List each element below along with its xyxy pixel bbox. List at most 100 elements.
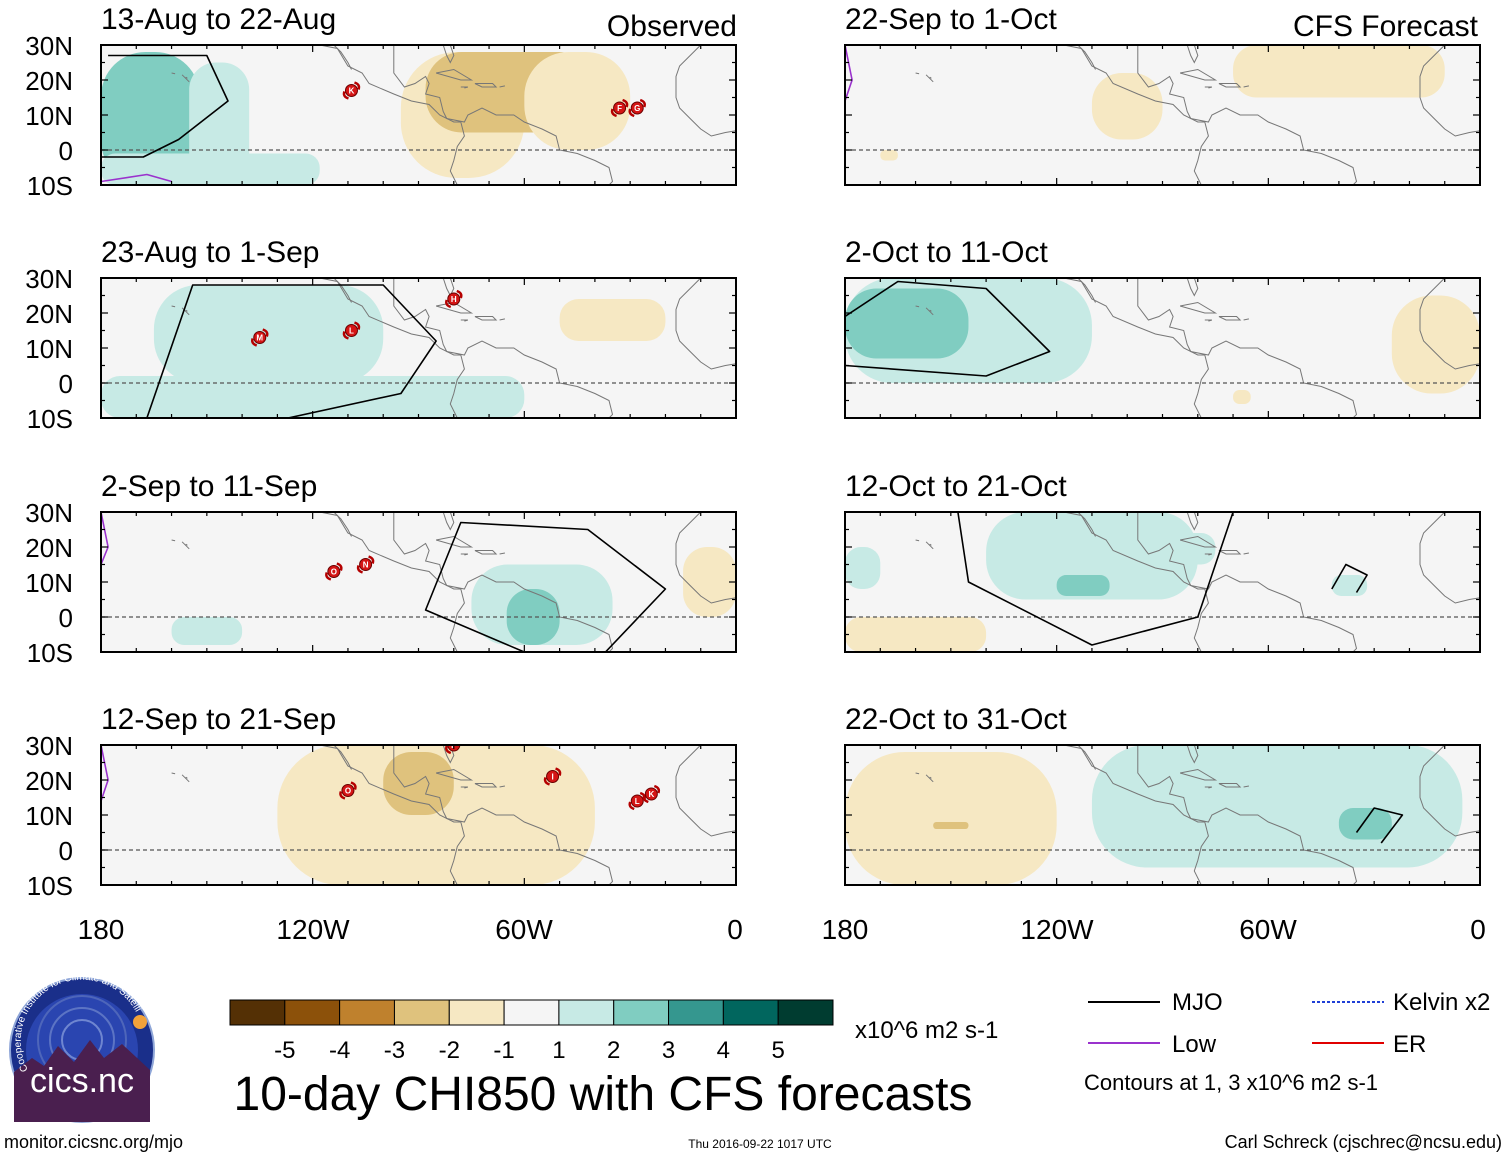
anomaly-region: [1233, 390, 1251, 404]
panel-period-title: 22-Sep to 1-Oct: [845, 3, 1057, 36]
coastline: [1204, 319, 1213, 322]
coastline: [1419, 278, 1480, 370]
anomaly-region: [171, 617, 243, 645]
colorbar-swatch: [393, 999, 450, 1026]
lat-label: 10S: [27, 171, 73, 201]
storm-marker: F: [610, 98, 629, 118]
storm-label: H: [451, 295, 457, 304]
panel-period-title: 23-Aug to 1-Sep: [101, 236, 319, 269]
anomaly-region: [506, 589, 560, 645]
colorbar-units: x10^6 m2 s-1: [855, 1017, 998, 1044]
contour-mjo: [146, 284, 437, 418]
coastline: [675, 45, 736, 137]
colorbar-tick-label: -5: [274, 1037, 295, 1064]
panel-right-1: 22-Sep to 1-Oct: [844, 3, 1481, 186]
colorbar-tick-label: 1: [552, 1037, 565, 1064]
contour-low: [101, 512, 109, 565]
contour-low: [101, 745, 109, 802]
legend-kelvin-label: Kelvin x2: [1393, 989, 1490, 1016]
coastline: [499, 318, 506, 321]
lon-label-120w-right: 120W: [1020, 914, 1094, 945]
coastline: [1063, 512, 1209, 652]
coastline: [1186, 45, 1199, 64]
storm-marker: G: [628, 98, 646, 118]
lon-label-180-left: 180: [78, 914, 125, 945]
colorbar-tick-label: 5: [772, 1037, 785, 1064]
contours-note: Contours at 1, 3 x10^6 m2 s-1: [1084, 1070, 1378, 1095]
coastline: [333, 745, 352, 770]
coastline: [1243, 318, 1250, 321]
lat-label: 0: [59, 369, 73, 399]
colorbar-swatch: [668, 999, 724, 1026]
coastline: [1218, 783, 1242, 788]
coastline: [460, 86, 469, 89]
coastline: [1137, 278, 1358, 418]
coastline: [929, 309, 932, 312]
coastline: [499, 85, 506, 88]
storm-label: N: [363, 561, 369, 570]
anomaly-region: [845, 752, 1057, 885]
lat-label: 30N: [25, 264, 73, 294]
colorbar-swatch: [777, 999, 834, 1026]
colorbar-swatch: [448, 999, 505, 1026]
storm-marker: K: [642, 784, 661, 804]
coastline: [675, 512, 736, 604]
storm-label: K: [648, 790, 654, 799]
storm-label: O: [345, 787, 351, 796]
footer-url: monitor.cicsnc.org/mjo: [4, 1132, 183, 1152]
coastline: [442, 512, 455, 531]
contour-low: [845, 45, 853, 102]
coastline: [1077, 278, 1096, 303]
anomaly-region: [1091, 745, 1463, 868]
lat-label: 20N: [25, 299, 73, 329]
coastline: [171, 72, 176, 75]
coastline: [171, 305, 176, 308]
lon-label-60w-right: 60W: [1239, 914, 1297, 945]
lat-label: 20N: [25, 766, 73, 796]
colorbar-swatch: [339, 999, 395, 1026]
figure-title: 10-day CHI850 with CFS forecasts: [234, 1068, 973, 1121]
coastline: [442, 45, 455, 64]
lon-label-60w-left: 60W: [495, 914, 553, 945]
panel-period-title: 2-Oct to 11-Oct: [845, 236, 1049, 269]
coastline: [319, 45, 465, 185]
panel-right-3: 12-Oct to 21-Oct: [844, 470, 1481, 653]
observed-header: Observed: [607, 10, 737, 43]
coastline: [1243, 552, 1249, 555]
coastline: [1186, 745, 1199, 764]
anomaly-region: [1233, 45, 1445, 98]
coastline: [1204, 786, 1213, 789]
panel-left-1: K F G 13-Aug to 22-Aug 30N 20N 10N 0 10S: [25, 3, 737, 201]
storm-label: O: [331, 568, 337, 577]
anomaly-region: [1091, 73, 1163, 140]
coastline: [435, 768, 474, 781]
coastline: [1077, 512, 1096, 537]
panel-left-2: M L H 23-Aug to 1-Sep 30N 20N 10N 0 10S: [25, 236, 737, 434]
colorbar-swatch: [558, 999, 615, 1026]
lon-label-0-left: 0: [727, 914, 743, 945]
coastline: [1243, 785, 1249, 788]
lat-label: 10N: [25, 568, 73, 598]
coastline: [435, 68, 474, 81]
lat-label: 10S: [27, 871, 73, 901]
lat-label: 20N: [25, 533, 73, 563]
colorbar-tick-label: -1: [493, 1037, 514, 1064]
coastline: [925, 307, 934, 316]
coastline: [925, 74, 934, 83]
colorbar-tick-label: -3: [384, 1037, 405, 1064]
contour-mjo: [424, 521, 667, 652]
colorbar-tick-label: -4: [329, 1037, 350, 1064]
storm-marker: M: [251, 328, 269, 347]
coastline: [185, 309, 188, 312]
contour-mjo: [957, 512, 1234, 646]
lat-label: 30N: [25, 31, 73, 61]
coastline: [393, 45, 614, 185]
coastline: [1204, 553, 1213, 556]
coastline: [925, 774, 934, 783]
coastline: [1137, 512, 1358, 652]
lat-label: 20N: [25, 66, 73, 96]
coastline: [1179, 535, 1218, 548]
coastline: [915, 772, 920, 775]
colorbar-swatch: [722, 999, 779, 1026]
